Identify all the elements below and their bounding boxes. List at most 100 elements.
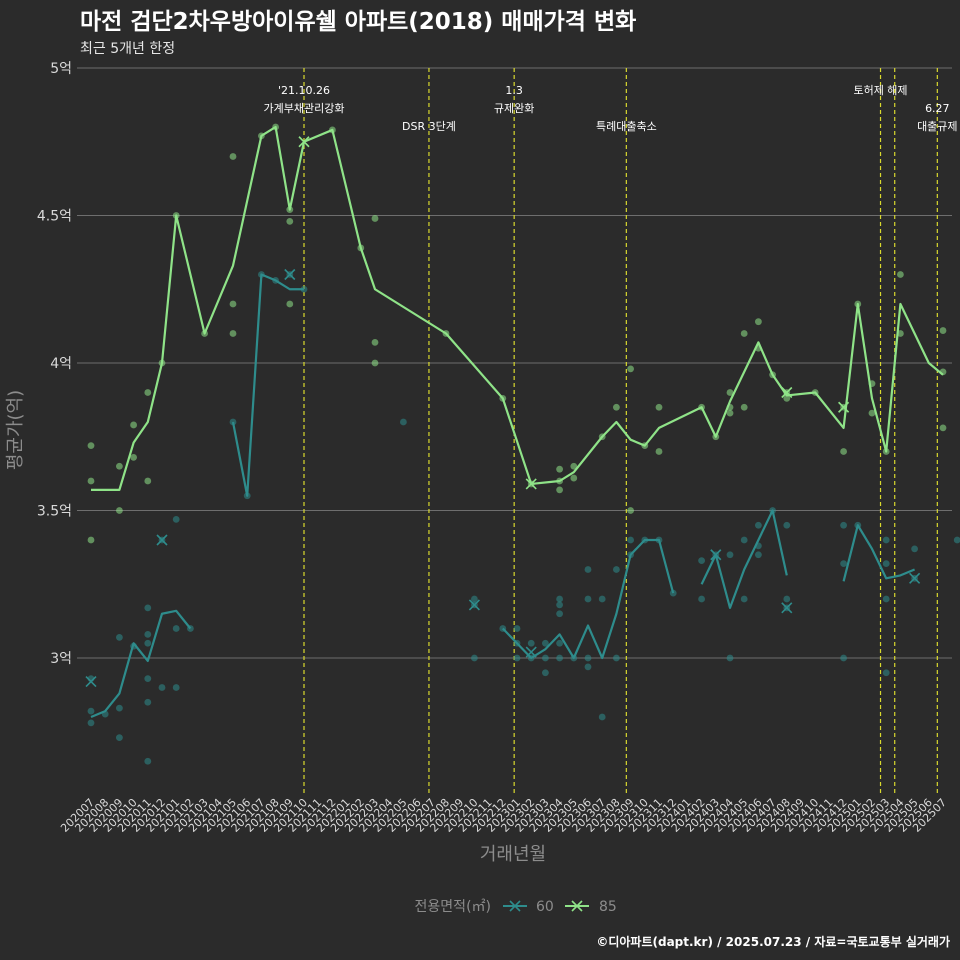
data-point-60 bbox=[584, 595, 592, 603]
data-point-85 bbox=[229, 330, 237, 337]
series-60 bbox=[85, 268, 960, 765]
data-point-60 bbox=[911, 545, 918, 553]
data-point-85 bbox=[116, 507, 123, 514]
data-point-85 bbox=[726, 389, 734, 396]
data-point-60 bbox=[598, 595, 606, 603]
data-point-85 bbox=[939, 327, 947, 334]
data-point-85 bbox=[655, 448, 663, 455]
data-point-60 bbox=[613, 654, 620, 662]
data-point-85 bbox=[286, 218, 294, 225]
data-point-60 bbox=[740, 595, 748, 603]
series-line-60 bbox=[700, 509, 788, 609]
data-point-85 bbox=[371, 215, 379, 222]
data-point-85 bbox=[116, 462, 123, 470]
series-layer bbox=[85, 123, 960, 765]
data-point-60 bbox=[556, 639, 563, 647]
legend-item-85: 85 bbox=[565, 899, 617, 915]
data-point-85 bbox=[783, 395, 791, 402]
data-point-85 bbox=[87, 477, 95, 485]
series-line-60 bbox=[90, 609, 192, 719]
legend-marker-60 bbox=[509, 900, 521, 912]
data-point-60 bbox=[627, 536, 634, 544]
marker-60 bbox=[909, 572, 921, 584]
data-point-60 bbox=[840, 560, 847, 567]
legend-label-60: 60 bbox=[536, 899, 554, 915]
data-point-60 bbox=[542, 654, 549, 662]
chart-subtitle: 최근 5개년 한정 bbox=[80, 41, 175, 57]
data-point-60 bbox=[542, 669, 549, 677]
data-point-85 bbox=[144, 477, 152, 485]
data-point-60 bbox=[698, 595, 705, 603]
data-point-60 bbox=[87, 719, 95, 727]
data-point-60 bbox=[726, 551, 734, 559]
event-label: 1.3 bbox=[505, 84, 523, 97]
marker-60 bbox=[525, 646, 537, 658]
series-line-85 bbox=[91, 125, 944, 491]
data-point-60 bbox=[882, 595, 890, 603]
data-point-85 bbox=[556, 486, 563, 494]
data-point-60 bbox=[556, 595, 563, 603]
data-point-85 bbox=[286, 300, 294, 308]
event-label: 규제완화 bbox=[494, 102, 534, 115]
data-point-60 bbox=[172, 625, 180, 632]
data-point-60 bbox=[556, 601, 563, 609]
data-point-60 bbox=[783, 595, 791, 603]
data-point-85 bbox=[726, 409, 734, 417]
data-point-60 bbox=[116, 704, 123, 712]
event-label: 대출규제 bbox=[917, 120, 957, 133]
event-label: 가계부채관리강화 bbox=[264, 102, 345, 115]
marker-85 bbox=[838, 401, 850, 413]
data-point-60 bbox=[144, 631, 152, 638]
y-axis-title: 평균가(억) bbox=[5, 390, 26, 470]
data-point-60 bbox=[755, 521, 762, 529]
data-point-60 bbox=[783, 521, 791, 529]
legend-title: 전용면적(㎡) bbox=[415, 899, 491, 915]
chart-caption: ©디아파트(dapt.kr) / 2025.07.23 / 자료=국토교통부 실… bbox=[596, 934, 950, 949]
event-label: 특례대출축소 bbox=[596, 120, 657, 133]
data-point-60 bbox=[527, 639, 535, 647]
data-point-85 bbox=[229, 153, 237, 160]
data-point-85 bbox=[371, 359, 379, 367]
data-point-60 bbox=[613, 566, 620, 573]
data-point-60 bbox=[882, 560, 890, 567]
y-tick-label: 3억 bbox=[50, 651, 72, 667]
data-point-60 bbox=[840, 521, 847, 529]
x-axis-title: 거래년월 bbox=[480, 844, 546, 865]
data-point-60 bbox=[584, 663, 592, 671]
data-point-60 bbox=[471, 654, 478, 662]
legend: 전용면적(㎡) 60 85 bbox=[415, 899, 617, 915]
legend-label-85: 85 bbox=[599, 899, 617, 915]
data-point-60 bbox=[144, 639, 152, 647]
y-tick-label: 4.5억 bbox=[37, 209, 72, 225]
data-point-85 bbox=[840, 448, 847, 455]
data-point-60 bbox=[144, 698, 152, 706]
event-label: 6.27 bbox=[925, 102, 950, 115]
data-point-60 bbox=[144, 604, 152, 612]
data-point-60 bbox=[584, 566, 592, 573]
y-axis-ticks: 3억 3.5억 4억 4.5억 5억 bbox=[37, 61, 72, 667]
data-point-60 bbox=[87, 707, 95, 715]
x-axis-ticks: 2020072020082020092020102020112020122021… bbox=[58, 796, 949, 835]
marker-60 bbox=[468, 599, 480, 611]
marker-60 bbox=[710, 549, 722, 561]
data-point-85 bbox=[570, 462, 578, 470]
data-point-60 bbox=[726, 654, 734, 662]
data-point-60 bbox=[740, 536, 748, 544]
data-point-60 bbox=[584, 654, 592, 662]
data-point-85 bbox=[755, 318, 762, 326]
data-point-85 bbox=[613, 403, 620, 411]
data-point-60 bbox=[755, 551, 762, 559]
data-point-85 bbox=[87, 536, 95, 544]
marker-60 bbox=[156, 534, 168, 546]
data-point-85 bbox=[570, 474, 578, 482]
series-line-60 bbox=[231, 273, 304, 497]
data-point-60 bbox=[116, 633, 123, 641]
data-point-85 bbox=[130, 421, 138, 429]
data-point-85 bbox=[130, 454, 138, 461]
data-point-60 bbox=[513, 625, 521, 632]
data-point-85 bbox=[87, 442, 95, 449]
data-point-60 bbox=[513, 654, 521, 662]
data-point-85 bbox=[229, 300, 237, 308]
